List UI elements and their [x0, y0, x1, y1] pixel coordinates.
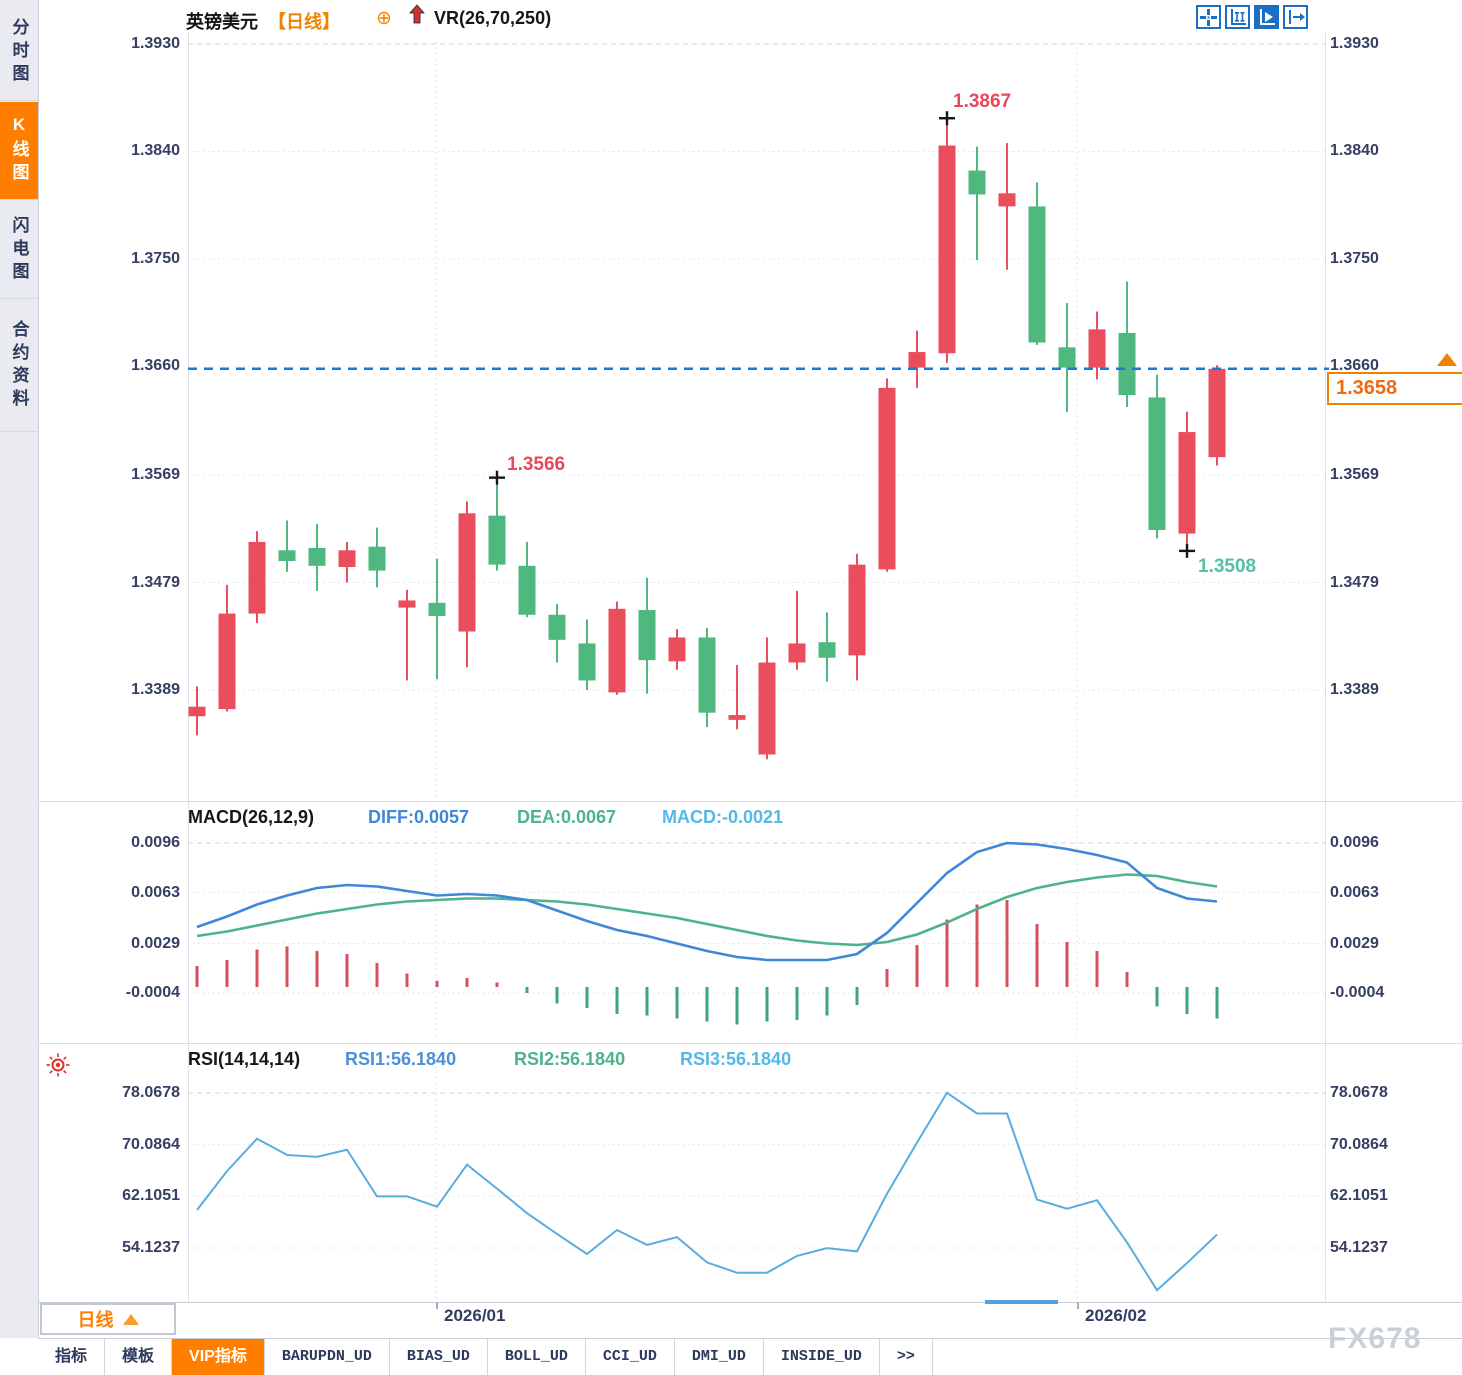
macd-tick-label: 0.0029	[1330, 934, 1379, 952]
axis-range-icon[interactable]	[1225, 5, 1250, 29]
crosshair-icon[interactable]	[1196, 5, 1221, 29]
rsi-tick-label: 70.0864	[1330, 1135, 1388, 1153]
h-scrollbar-thumb[interactable]	[985, 1300, 1058, 1304]
left-sidebar: 分时图 K线图 闪电图 合约资料	[0, 0, 39, 1338]
rsi-chart[interactable]	[0, 1043, 1462, 1302]
macd-diff-value: DIFF:0.0057	[368, 807, 470, 827]
sidebar-item-1[interactable]: 分时图	[0, 4, 38, 101]
circle-plus-icon[interactable]: ⊕	[376, 8, 392, 29]
candlestick-chart[interactable]	[0, 32, 1462, 801]
macd-value: MACD:-0.0021	[662, 807, 784, 827]
indicator-tab-bar: 指标 模板 VIP指标 BARUPDN_UD BIAS_UD BOLL_UD CCI_UD D…	[38, 1338, 1462, 1375]
symbol-title: 英镑美元	[186, 12, 258, 32]
last-price-tag: 1.3658	[1327, 372, 1462, 405]
red-up-arrow-icon	[408, 4, 426, 31]
rsi-tick-label: 78.0678	[122, 1084, 180, 1101]
y-tick-label: 1.3569	[1330, 466, 1379, 484]
sidebar-item-3[interactable]: 闪电图	[0, 202, 38, 299]
tab-[interactable]: >>	[880, 1339, 933, 1375]
watermark: FX678	[1328, 1322, 1422, 1355]
rsi3-value: RSI3:56.1840	[680, 1049, 792, 1069]
y-tick-label: 1.3750	[131, 249, 180, 267]
y-tick-label: 1.3840	[1330, 142, 1379, 160]
macd-tick-label: 0.0063	[1330, 883, 1379, 901]
macd-tick-label: -0.0004	[1330, 984, 1385, 1001]
period-selector-label: 日线	[77, 1310, 114, 1330]
rsi-panel-separator[interactable]	[38, 1043, 1462, 1044]
rsi-tick-label: 54.1237	[122, 1239, 180, 1256]
macd-tick-label: 0.0063	[131, 883, 180, 901]
y-tick-label: 1.3569	[131, 466, 180, 484]
rsi-title[interactable]: RSI(14,14,14)	[188, 1049, 301, 1069]
y-tick-label: 1.3389	[1330, 681, 1379, 698]
x-axis-label-feb: 2026/02	[1085, 1306, 1147, 1325]
sidebar-item-4[interactable]: 合约资料	[0, 300, 38, 432]
y-tick-label: 1.3840	[131, 142, 180, 160]
axis-play-icon[interactable]	[1254, 5, 1279, 29]
rsi-tick-label: 54.1237	[1330, 1239, 1388, 1256]
overlay-indicator-label[interactable]: VR(26,70,250)	[434, 8, 552, 28]
rsi2-value: RSI2:56.1840	[514, 1049, 626, 1069]
period-bracket-label[interactable]: 【日线】	[268, 12, 340, 32]
macd-chart[interactable]	[0, 801, 1462, 1043]
indicator-settings-sun-icon[interactable]	[45, 1052, 71, 1083]
tab-bollud[interactable]: BOLL_UD	[488, 1339, 586, 1375]
macd-panel-separator[interactable]	[38, 801, 1462, 802]
y-tick-label: 1.3930	[131, 35, 180, 52]
y-tick-label: 1.3479	[131, 573, 180, 591]
tab-[interactable]: 指标	[38, 1339, 106, 1375]
y-tick-label: 1.3660	[1330, 357, 1379, 375]
x-axis-line	[38, 1302, 1462, 1303]
y-tick-label: 1.3930	[1330, 35, 1379, 52]
rsi-tick-label: 70.0864	[122, 1135, 180, 1153]
tab-biasud[interactable]: BIAS_UD	[390, 1339, 488, 1375]
tab-vip[interactable]: VIP指标	[172, 1339, 265, 1375]
last-price-arrow-icon	[1437, 353, 1457, 366]
high-price-annotation: 1.3867	[953, 91, 1012, 112]
tab-barupdnud[interactable]: BARUPDN_UD	[265, 1339, 390, 1375]
rsi-tick-label: 62.1051	[122, 1187, 180, 1205]
pan-right-icon[interactable]	[1283, 5, 1308, 29]
swing-high-annotation: 1.3566	[507, 454, 566, 475]
macd-tick-label: 0.0096	[131, 834, 180, 851]
plot-left-border	[188, 32, 189, 1302]
tab-cciud[interactable]: CCI_UD	[586, 1339, 675, 1375]
tab-dmiud[interactable]: DMI_UD	[675, 1339, 764, 1375]
tab-insideud[interactable]: INSIDE_UD	[764, 1339, 880, 1375]
x-tick-jan	[436, 1302, 438, 1309]
y-tick-label: 1.3389	[131, 681, 180, 698]
rsi-tick-label: 62.1051	[1330, 1187, 1388, 1205]
period-selector[interactable]: 日线	[40, 1303, 176, 1335]
macd-tick-label: 0.0029	[131, 934, 180, 952]
triangle-up-icon	[122, 1313, 139, 1325]
y-tick-label: 1.3750	[1330, 249, 1379, 267]
macd-tick-label: -0.0004	[125, 984, 180, 1001]
macd-tick-label: 0.0096	[1330, 834, 1379, 851]
plot-right-border	[1325, 32, 1326, 1302]
y-tick-label: 1.3479	[1330, 573, 1379, 591]
tab-[interactable]: 模板	[105, 1339, 173, 1375]
rsi-tick-label: 78.0678	[1330, 1084, 1388, 1101]
macd-dea-value: DEA:0.0067	[517, 807, 617, 827]
macd-title[interactable]: MACD(26,12,9)	[188, 807, 315, 827]
low-price-annotation: 1.3508	[1198, 556, 1257, 577]
x-axis-label-jan: 2026/01	[444, 1306, 506, 1325]
y-tick-label: 1.3660	[131, 357, 180, 375]
chart-toolbar	[1196, 5, 1308, 29]
rsi1-value: RSI1:56.1840	[345, 1049, 457, 1069]
x-tick-feb	[1077, 1302, 1079, 1309]
sidebar-item-2[interactable]: K线图	[0, 102, 38, 200]
